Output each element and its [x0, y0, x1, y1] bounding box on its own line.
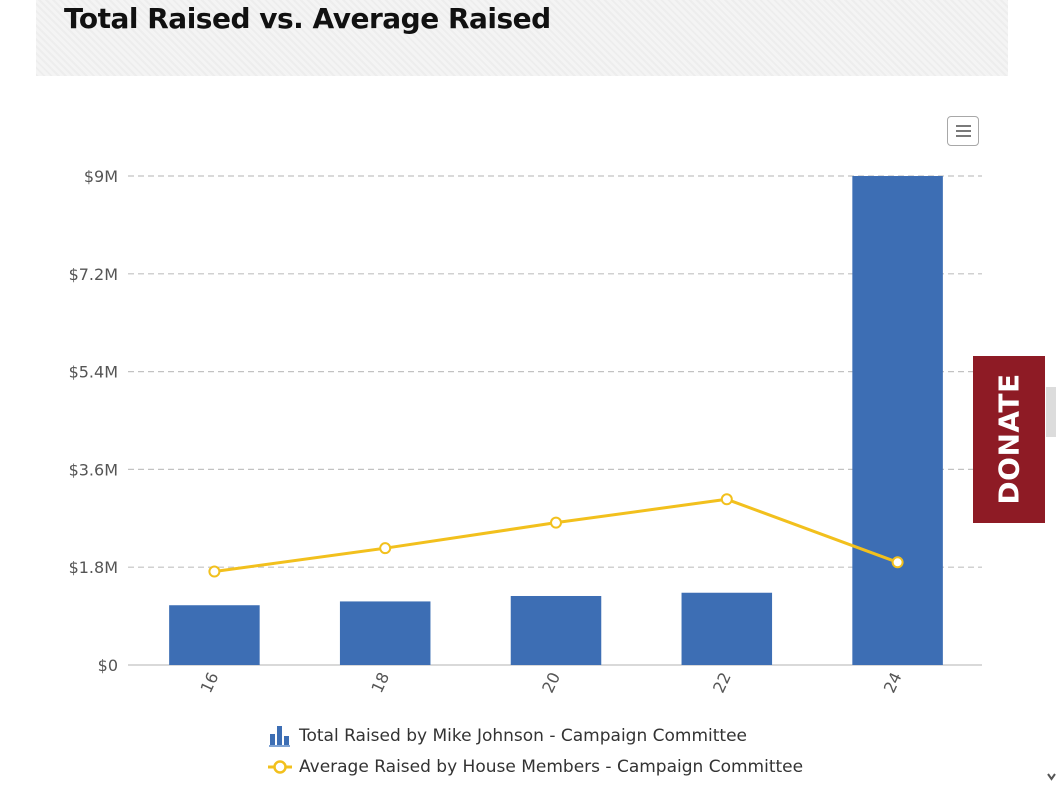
donate-button[interactable]: DONATE	[973, 356, 1045, 523]
x-tick-label: 16	[197, 669, 223, 695]
bar-chart-icon	[269, 726, 290, 747]
bar[interactable]	[510, 595, 602, 665]
donate-label: DONATE	[992, 373, 1026, 505]
line-series	[208, 493, 904, 578]
chart-menu-button[interactable]	[947, 116, 979, 146]
bar-series	[169, 176, 943, 665]
line-point[interactable]	[720, 493, 733, 506]
legend-label: Average Raised by House Members - Campai…	[299, 757, 804, 777]
y-tick-label: $3.6M	[69, 460, 118, 479]
line-point[interactable]	[550, 516, 562, 529]
scroll-down-arrow-icon[interactable]	[1047, 772, 1056, 782]
bar[interactable]	[169, 605, 260, 665]
legend-label: Total Raised by Mike Johnson - Campaign …	[299, 726, 747, 746]
x-tick-label: 24	[880, 669, 906, 695]
y-tick-label: $5.4M	[69, 363, 118, 382]
line-point[interactable]	[891, 556, 904, 569]
scrollbar-thumb[interactable]	[1046, 387, 1056, 437]
x-axis-ticks: 16 18 20 22 24	[197, 669, 906, 695]
bar[interactable]	[681, 592, 773, 665]
x-tick-label: 22	[709, 669, 735, 695]
chart-title: Total Raised vs. Average Raised	[64, 2, 551, 35]
y-tick-label: $1.8M	[69, 558, 118, 577]
bar[interactable]	[852, 176, 943, 665]
line-point[interactable]	[208, 565, 221, 578]
y-axis-ticks: $0 $1.8M $3.6M $5.4M $7.2M $9M	[69, 167, 118, 675]
x-tick-label: 18	[367, 669, 393, 695]
line-marker-icon	[268, 760, 292, 774]
x-tick-label: 20	[538, 669, 564, 695]
line-point[interactable]	[379, 542, 392, 555]
y-tick-label: $9M	[84, 167, 118, 186]
line-series-path	[214, 497, 899, 574]
grid-lines	[128, 175, 982, 666]
y-tick-label: $7.2M	[69, 265, 118, 284]
bar[interactable]	[339, 601, 431, 665]
title-band: Total Raised vs. Average Raised	[36, 0, 1008, 76]
y-tick-label: $0	[98, 656, 118, 675]
